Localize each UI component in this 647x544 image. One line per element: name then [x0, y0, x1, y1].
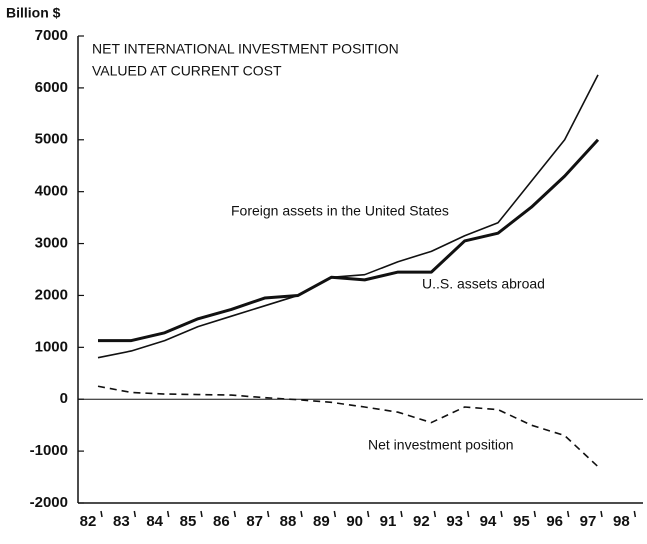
x-tick-label: 87 [246, 513, 263, 530]
x-tick-label: 96 [546, 513, 563, 530]
x-tick-label: 89 [313, 513, 330, 530]
x-tick [100, 510, 103, 518]
series-label: U..S. assets abroad [422, 276, 545, 292]
x-tick-label: 84 [146, 513, 163, 530]
x-tick-label: 83 [113, 513, 130, 530]
x-tick-label: 95 [513, 513, 530, 530]
y-axis-label: Billion $ [6, 5, 61, 21]
x-tick [366, 510, 370, 518]
x-tick [300, 510, 303, 518]
y-tick-label: 3000 [35, 235, 68, 252]
x-tick [600, 510, 603, 518]
x-tick [133, 510, 137, 518]
y-tick-label: 2000 [35, 286, 68, 303]
x-tick [400, 510, 403, 518]
x-tick [200, 510, 203, 518]
x-tick [433, 510, 437, 518]
series-line [97, 74, 599, 359]
series-line [98, 138, 600, 343]
y-tick-label: -1000 [30, 442, 68, 459]
x-tick-label: 85 [180, 513, 197, 530]
series-label: Net investment position [368, 437, 514, 453]
x-tick-label: 82 [80, 513, 97, 530]
chart-subtitle: VALUED AT CURRENT COST [92, 63, 282, 79]
y-tick-label: 7000 [35, 27, 68, 44]
y-tick-label: 1000 [35, 338, 68, 355]
x-tick-label: 92 [413, 513, 430, 530]
chart-title: NET INTERNATIONAL INVESTMENT POSITION [92, 41, 399, 57]
x-tick-label: 88 [280, 513, 297, 530]
x-tick [533, 510, 537, 518]
x-tick [166, 510, 170, 518]
x-tick-label: 86 [213, 513, 230, 530]
x-tick [266, 510, 270, 518]
y-tick-label: 0 [60, 390, 68, 407]
x-tick [633, 510, 637, 518]
series-label: Foreign assets in the United States [231, 203, 449, 219]
x-tick [333, 510, 337, 518]
x-tick-label: 94 [480, 513, 497, 530]
x-tick [500, 510, 503, 518]
x-tick [466, 510, 470, 518]
x-tick [233, 510, 237, 518]
x-tick-label: 97 [580, 513, 597, 530]
x-tick-label: 90 [346, 513, 363, 530]
series-line [97, 385, 599, 468]
y-tick-label: -2000 [30, 494, 68, 511]
y-tick-label: 4000 [35, 183, 68, 200]
x-tick [566, 510, 570, 518]
x-tick-label: 91 [380, 513, 397, 530]
x-tick-label: 93 [446, 513, 463, 530]
x-tick-label: 98 [613, 513, 630, 530]
y-tick-label: 5000 [35, 131, 68, 148]
y-tick-label: 6000 [35, 79, 68, 96]
